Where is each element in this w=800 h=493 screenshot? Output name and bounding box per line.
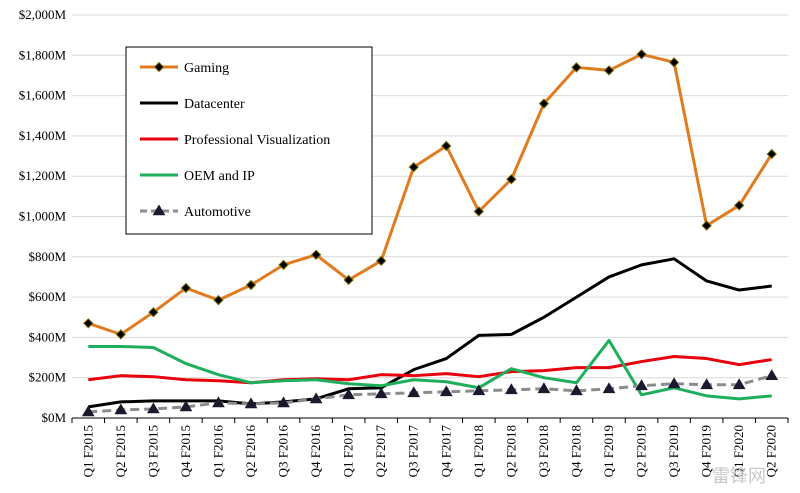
y-tick-label: $2,000M [19,7,67,22]
data-point-gaming [473,206,485,217]
series-line-datacenter [88,257,772,409]
series-line-gaming [87,52,773,336]
series-line-oem-and-ip [88,338,772,401]
x-tick-label: Q3 F2018 [536,425,551,477]
x-tick-label: Q1 F2015 [80,425,95,477]
x-tick-label: Q1 F2018 [471,425,486,477]
watermark: 雷锋网 [712,466,766,487]
data-point-gaming [115,329,127,340]
data-point-gaming [148,307,159,318]
data-point-automotive [374,387,388,399]
y-tick-label: $1,200M [19,168,67,183]
legend-marker-automotive [152,204,166,216]
x-tick-label: Q3 F2016 [276,425,291,478]
data-point-gaming [245,279,257,291]
y-tick-label: $800M [28,249,66,264]
data-point-gaming [375,255,387,267]
legend-label-professional-visualization: Professional Visualization [184,133,330,148]
x-tick-label: Q4 F2017 [438,425,453,478]
data-point-gaming [180,282,192,294]
data-point-automotive [765,369,779,381]
legend-label-oem-and-ip: OEM and IP [184,169,255,184]
y-tick-label: $1,600M [19,88,67,103]
y-axis-ticks: $0M $200M $400M $600M $800M $1,000M $1,200M $1,… [19,7,67,425]
legend-label-automotive: Automotive [184,205,251,220]
x-tick-label: Q2 F2018 [503,425,518,477]
data-point-automotive [472,384,486,396]
data-point-automotive [537,382,551,394]
x-tick-label: Q3 F2017 [406,425,421,478]
x-tick-label: Q4 F2019 [699,425,714,477]
data-point-gaming [733,200,745,211]
data-point-gaming [83,318,94,329]
data-point-automotive [212,396,225,408]
x-axis-ticks: Q1 F2015 Q2 F2015 Q3 F2015 Q4 F2015 Q1 F2016… [80,425,778,478]
data-point-gaming [441,140,452,152]
x-tick-label: Q3 F2019 [666,425,681,477]
data-point-automotive [179,400,193,412]
data-point-automotive [504,383,518,395]
data-point-automotive [277,396,290,408]
data-point-gaming [538,98,550,109]
data-point-gaming [571,62,582,73]
data-point-automotive [114,403,128,415]
data-point-automotive [244,397,258,409]
data-point-automotive [81,405,95,417]
x-tick-label: Q2 F2016 [243,425,258,478]
data-point-gaming [213,294,224,306]
legend-marker-gaming [153,61,165,73]
data-point-automotive [309,392,323,404]
data-point-automotive [602,382,616,394]
data-point-gaming [310,249,322,260]
axes [71,417,789,423]
data-point-gaming [408,161,419,173]
data-point-gaming [668,57,680,68]
data-point-gaming [506,174,517,185]
y-tick-label: $1,000M [19,209,67,224]
y-tick-label: $0M [41,410,66,425]
x-tick-label: Q2 F2019 [634,425,649,477]
data-point-gaming [701,220,712,231]
x-tick-label: Q1 F2017 [341,425,356,478]
y-tick-label: $600M [28,289,66,304]
legend-label-datacenter: Datacenter [184,97,245,112]
data-point-automotive [342,388,356,400]
x-tick-label: Q1 F2020 [731,425,746,477]
x-tick-label: Q4 F2016 [308,425,323,478]
data-point-gaming [636,49,647,60]
data-point-automotive [407,386,421,398]
series-layer [81,49,779,417]
y-tick-label: $400M [28,329,66,344]
data-point-automotive [635,379,648,391]
x-tick-label: Q2 F2020 [764,425,779,477]
data-point-gaming [343,274,354,286]
data-point-automotive [667,377,681,389]
data-point-gaming [603,65,615,76]
data-point-automotive [700,378,714,390]
y-tick-label: $1,400M [19,128,67,143]
legend-label-gaming: Gaming [184,61,229,76]
series-line-professional-visualization [88,355,772,385]
data-point-automotive [570,384,583,396]
x-tick-label: Q4 F2018 [568,425,583,477]
y-tick-label: $200M [28,370,66,385]
data-point-automotive [732,378,746,390]
x-tick-label: Q2 F2015 [113,425,128,477]
x-tick-label: Q1 F2016 [210,425,225,478]
x-tick-label: Q2 F2017 [373,425,388,478]
x-tick-label: Q1 F2019 [601,425,616,477]
data-point-gaming [278,259,289,271]
data-point-automotive [439,385,453,397]
x-tick-label: Q4 F2015 [178,425,193,477]
series-line-automotive [88,374,773,414]
data-point-gaming [766,148,777,160]
legend: Gaming Datacenter Professional Visualizati… [125,46,373,235]
x-tick-label: Q3 F2015 [145,425,160,477]
data-point-automotive [146,402,160,414]
y-tick-label: $1,800M [19,47,67,62]
